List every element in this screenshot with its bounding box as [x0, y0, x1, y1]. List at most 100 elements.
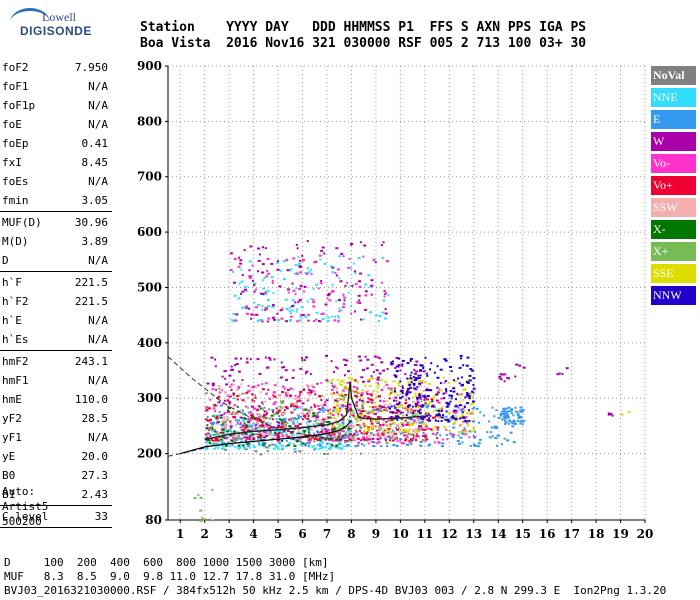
point-vo- [378, 404, 382, 407]
point-nnw [396, 403, 399, 406]
point-nnw [412, 411, 415, 414]
point-vo- [307, 391, 310, 394]
point-nnw [460, 357, 462, 360]
param-row: B1 2.43 [0, 485, 112, 504]
point-w [339, 280, 343, 283]
point-w [225, 383, 229, 386]
point-e [425, 406, 429, 409]
point-nnw [405, 392, 409, 395]
point-vo- [385, 292, 388, 295]
point-vo- [231, 436, 235, 439]
point-sse [344, 385, 348, 388]
point-ssw [419, 384, 423, 387]
point-x- [378, 428, 381, 431]
point-nne [329, 446, 333, 449]
point-w [299, 299, 302, 302]
point-nne [253, 301, 256, 304]
point-w [336, 439, 340, 442]
point-sse [331, 425, 335, 428]
point-sse [379, 379, 382, 382]
point-vo- [208, 419, 212, 422]
point-vo- [456, 404, 460, 407]
point-vo- [237, 410, 240, 413]
point-w [374, 261, 377, 264]
point-vo- [277, 410, 281, 413]
point-vo- [248, 438, 251, 441]
point-w [331, 384, 334, 387]
point-nnw [436, 365, 439, 368]
point-vo- [312, 298, 315, 301]
point-w [393, 374, 397, 377]
point-vo- [336, 430, 339, 433]
point-noval [218, 387, 221, 390]
point-e [517, 415, 521, 418]
point-ssw [251, 400, 255, 403]
point-ssw [367, 389, 370, 392]
point-w [348, 403, 352, 406]
point-nnw [459, 404, 463, 407]
point-x- [213, 414, 216, 417]
point-vo- [385, 420, 388, 423]
point-noval [245, 405, 247, 408]
param-value: 243.1 [74, 355, 108, 368]
point-w [270, 262, 274, 265]
point-nnw [400, 389, 404, 392]
point-w [320, 249, 324, 252]
point-sse [330, 412, 333, 415]
point-nne [309, 268, 312, 271]
point-vo- [344, 441, 347, 444]
point-vo- [464, 433, 468, 436]
point-x- [402, 414, 405, 417]
point-x- [209, 428, 213, 431]
point-nnw [399, 396, 402, 399]
point-nnw [469, 368, 473, 371]
point-vo- [304, 416, 307, 419]
point-vo- [214, 410, 216, 413]
point-x- [339, 398, 343, 401]
point-nne [248, 446, 251, 449]
point-w [413, 368, 416, 371]
point-w [384, 312, 388, 315]
point-x- [421, 439, 425, 442]
point-sse [328, 380, 331, 383]
point-sse [384, 423, 387, 426]
point-nne [335, 300, 338, 303]
point-sse [453, 380, 457, 383]
point-sse [343, 381, 346, 384]
point-e [362, 439, 365, 442]
point-nne [295, 271, 298, 274]
point-e [483, 414, 485, 417]
point-x- [335, 444, 339, 447]
point-e [514, 406, 517, 409]
param-value: 7.950 [74, 61, 108, 74]
point-nnw [464, 420, 468, 422]
point-w [205, 433, 208, 436]
param-key: yF2 [2, 412, 22, 425]
point-x- [232, 430, 236, 433]
point-x- [243, 417, 247, 420]
point-e [389, 437, 393, 439]
point-ssw [292, 388, 295, 391]
point-vo- [222, 432, 225, 434]
param-value: 20.0 [81, 450, 109, 463]
point-vo- [320, 313, 324, 315]
point-w [506, 376, 510, 379]
point-w [327, 409, 330, 412]
point-vo- [453, 433, 455, 436]
point-e [426, 404, 430, 407]
point-e [263, 406, 266, 409]
point-x- [313, 414, 316, 417]
point-sse [377, 425, 379, 428]
point-sse [467, 412, 470, 415]
point-x- [337, 436, 341, 439]
point-nne [364, 283, 368, 286]
point-x- [234, 412, 237, 415]
point-w [267, 357, 271, 360]
point-vo- [320, 436, 324, 439]
point-x- [270, 414, 274, 417]
point-nne [378, 315, 382, 318]
point-e [504, 422, 507, 425]
point-vo- [382, 400, 386, 403]
param-key: foEp [2, 137, 29, 150]
point-vo- [376, 382, 379, 385]
